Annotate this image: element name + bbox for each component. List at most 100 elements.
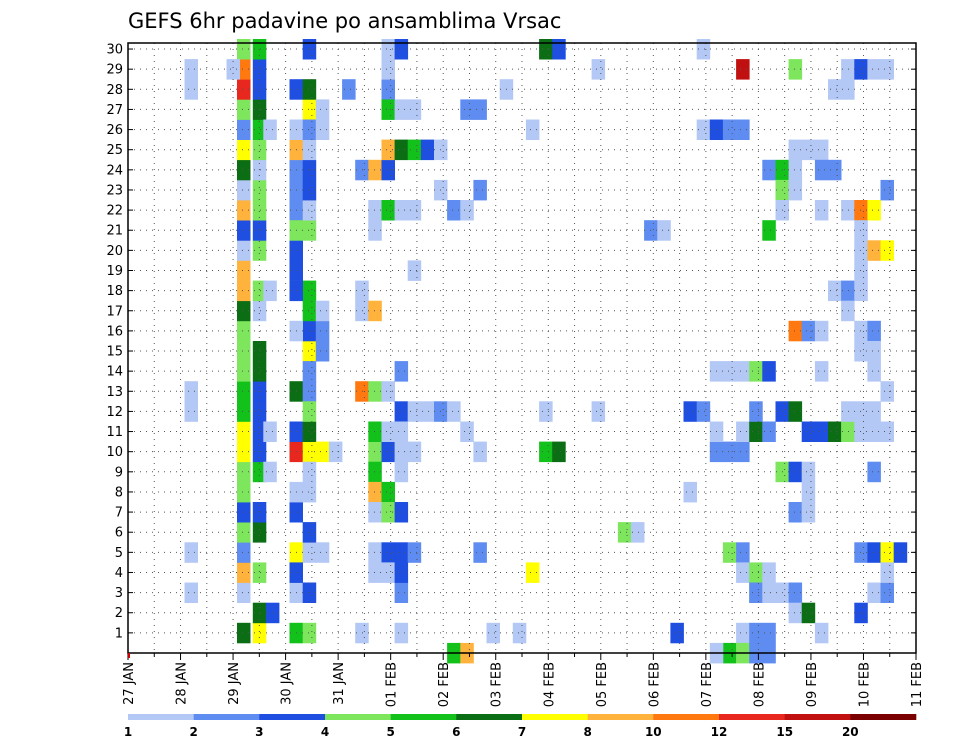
colorbar-label: 8 [584,725,592,739]
heatmap-cell [749,361,763,382]
y-tick-label: 3 [115,586,123,601]
heatmap-cell [788,139,803,161]
colorbar-segment [193,714,260,720]
heatmap-cell [814,320,829,342]
heatmap-cell [749,562,763,583]
heatmap-cell [368,381,382,402]
heatmap-cell [237,220,251,241]
heatmap-cell [854,240,868,261]
heatmap-cell [381,562,395,583]
heatmap-cell [854,320,868,342]
heatmap-cell [252,602,267,624]
colorbar-label: 15 [776,725,793,739]
heatmap-cell [722,361,737,382]
heatmap-cell [841,401,855,422]
heatmap-cell [302,381,317,402]
y-tick-label: 15 [106,345,123,360]
x-tick-label: 04 FEB [542,662,557,707]
colorbar-label: 4 [321,725,329,739]
colorbar-segment [128,714,194,720]
heatmap-cell [539,39,553,60]
heatmap-cell [722,119,737,140]
heatmap-cell [302,461,317,483]
heatmap-cell [302,542,317,563]
heatmap-cell [736,421,750,442]
heatmap-cell [854,341,868,362]
heatmap-cell [814,361,829,382]
x-tick-label: 11 FEB [910,662,925,707]
heatmap-cell [407,99,422,120]
heatmap-cell [683,481,697,503]
heatmap-cell [762,582,776,603]
heatmap-cell [302,421,317,442]
heatmap-cell [788,582,803,603]
heatmap-cell [814,159,829,181]
heatmap-cell [828,280,842,302]
heatmap-cell [525,562,540,583]
heatmap-cell [237,562,251,583]
heatmap-cell [237,280,251,302]
heatmap-cell [788,320,803,342]
y-tick-label: 20 [106,244,123,259]
x-tick-label: 27 JAN [122,662,137,705]
colorbar-label: 1 [124,725,132,739]
heatmap-cell [302,341,317,362]
y-tick-label: 12 [106,405,123,420]
heatmap-cell [407,401,422,422]
heatmap-cell [854,542,868,563]
heatmap-cell [237,341,251,362]
heatmap-cell [368,159,382,181]
heatmap-cell [788,602,803,624]
y-tick-label: 19 [106,264,123,279]
heatmap-cell [252,159,267,181]
heatmap-cell [237,200,251,221]
colorbar-label: 12 [711,725,728,739]
x-tick-label: 05 FEB [595,662,610,707]
heatmap-cell [801,139,816,161]
y-tick-label: 18 [106,284,123,299]
heatmap-cell [394,139,409,161]
heatmap-cell [381,502,395,523]
heatmap-cell [512,622,527,644]
y-tick-label: 11 [106,425,123,440]
y-tick-label: 4 [115,566,123,581]
heatmap-cell [302,220,317,241]
heatmap-cell [302,159,317,181]
heatmap-cell [252,59,267,80]
heatmap-cell [788,179,803,201]
heatmap-cell [252,280,267,302]
x-tick-label: 10 FEB [857,662,872,707]
heatmap-cell [315,320,330,342]
heatmap-cell [447,401,461,422]
heatmap-cell [867,240,881,261]
heatmap-cell [302,200,317,221]
heatmap-cell [381,441,395,463]
heatmap-cell [552,441,566,463]
heatmap-cell [237,361,251,382]
heatmap-cell [252,622,267,644]
heatmap-cell [252,179,267,201]
heatmap-cell [539,441,553,463]
heatmap-cell [252,220,267,241]
heatmap-cell [237,461,251,483]
colorbar-segment [259,714,326,720]
heatmap-cell [880,542,894,563]
heatmap-cell [252,421,267,442]
heatmap-cell [591,401,606,422]
heatmap-cell [420,401,435,422]
x-tick-label: 08 FEB [752,662,767,707]
heatmap-cell [407,542,422,563]
x-tick-label: 29 JAN [227,662,242,705]
heatmap-cell [302,39,317,60]
heatmap-cell [237,260,251,281]
heatmap-cell [631,522,645,543]
heatmap-cell [683,401,697,422]
heatmap-cell [460,99,474,120]
heatmap-cell [801,320,816,342]
heatmap-cell [394,361,409,382]
heatmap-cell [302,401,317,422]
heatmap-cell [302,522,317,543]
heatmap-cell [252,361,267,382]
heatmap-cell [368,461,382,483]
heatmap-cell [237,582,251,603]
